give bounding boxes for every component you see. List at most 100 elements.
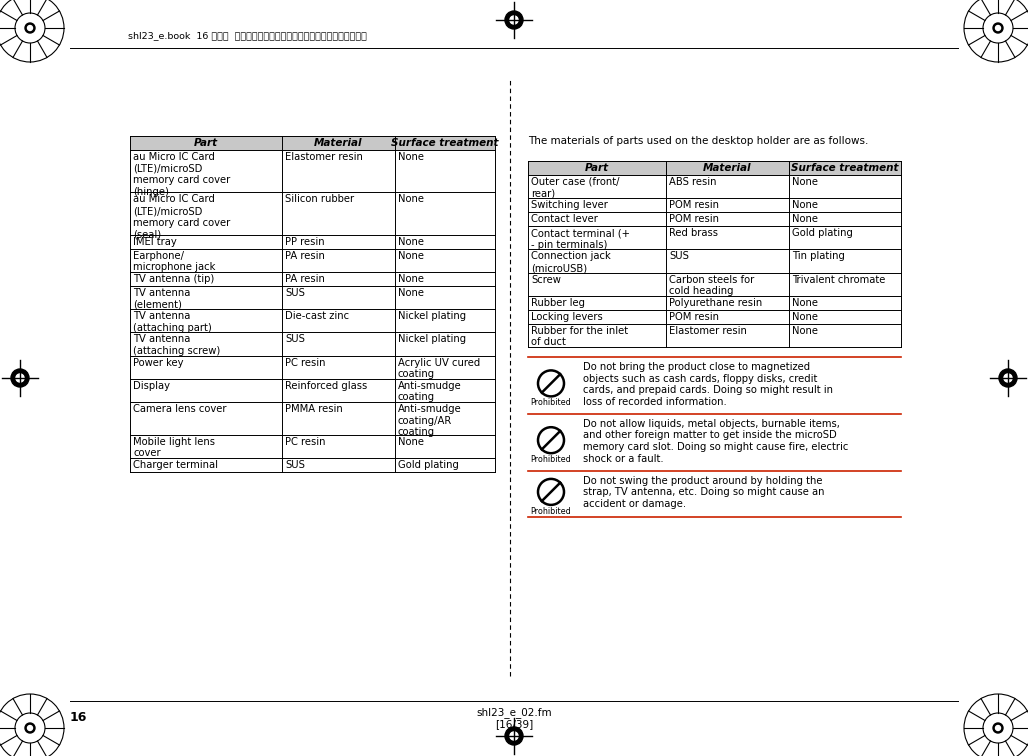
Text: Acrylic UV cured
coating: Acrylic UV cured coating	[398, 358, 480, 380]
Bar	[130, 150, 495, 192]
Circle shape	[993, 23, 1003, 33]
Circle shape	[16, 374, 24, 382]
Text: POM resin: POM resin	[669, 214, 719, 225]
Text: PA resin: PA resin	[285, 251, 325, 261]
Bar	[130, 286, 495, 309]
Text: Outer case (front/
rear): Outer case (front/ rear)	[531, 177, 620, 199]
Circle shape	[28, 26, 33, 30]
Bar	[130, 435, 495, 458]
Text: PC resin: PC resin	[285, 437, 326, 447]
Circle shape	[999, 369, 1017, 387]
Text: PC resin: PC resin	[285, 358, 326, 367]
Text: Earphone/
microphone jack: Earphone/ microphone jack	[133, 251, 216, 272]
Text: None: None	[792, 298, 818, 308]
Text: Rubber leg: Rubber leg	[531, 298, 585, 308]
Text: Red brass: Red brass	[669, 228, 718, 238]
Text: Surface treatment: Surface treatment	[792, 163, 898, 173]
Bar	[528, 310, 901, 324]
Text: Rubber for the inlet
of duct: Rubber for the inlet of duct	[531, 326, 628, 348]
Text: Material: Material	[315, 138, 363, 148]
Text: TV antenna (tip): TV antenna (tip)	[133, 274, 214, 284]
Text: None: None	[398, 194, 424, 204]
Text: SUS: SUS	[285, 288, 305, 298]
Text: Reinforced glass: Reinforced glass	[285, 381, 367, 391]
Circle shape	[1004, 374, 1012, 382]
Text: Do not bring the product close to magnetized
objects such as cash cards, floppy : Do not bring the product close to magnet…	[583, 362, 833, 407]
Text: Part: Part	[585, 163, 609, 173]
Bar	[130, 333, 495, 355]
Bar	[130, 192, 495, 235]
Bar	[130, 136, 495, 150]
Text: Silicon rubber: Silicon rubber	[285, 194, 354, 204]
Text: Contact lever: Contact lever	[531, 214, 598, 225]
Bar	[130, 235, 495, 249]
Bar	[528, 296, 901, 310]
Bar	[130, 309, 495, 333]
Bar	[130, 355, 495, 379]
Text: TV antenna
(attaching screw): TV antenna (attaching screw)	[133, 334, 220, 356]
Circle shape	[25, 23, 35, 33]
Circle shape	[25, 723, 35, 733]
Text: POM resin: POM resin	[669, 200, 719, 210]
Bar	[130, 249, 495, 272]
Text: Surface treatment: Surface treatment	[392, 138, 499, 148]
Text: TV antenna
(attaching part): TV antenna (attaching part)	[133, 311, 212, 333]
Circle shape	[510, 16, 518, 24]
Text: Locking levers: Locking levers	[531, 311, 602, 322]
Bar	[528, 175, 901, 198]
Text: None: None	[398, 152, 424, 162]
Text: None: None	[398, 437, 424, 447]
Text: None: None	[398, 237, 424, 246]
Text: PA resin: PA resin	[285, 274, 325, 284]
Text: Anti-smudge
coating: Anti-smudge coating	[398, 381, 462, 402]
Circle shape	[995, 726, 1000, 730]
Text: SUS: SUS	[285, 334, 305, 345]
Text: None: None	[792, 326, 818, 336]
Text: Nickel plating: Nickel plating	[398, 334, 466, 345]
Bar	[528, 249, 901, 273]
Circle shape	[505, 11, 523, 29]
Bar	[130, 379, 495, 402]
Text: Trivalent chromate: Trivalent chromate	[792, 274, 885, 284]
Bar	[130, 402, 495, 435]
Bar	[528, 212, 901, 226]
Text: Material: Material	[703, 163, 751, 173]
Text: Switching lever: Switching lever	[531, 200, 608, 210]
Text: Do not swing the product around by holding the
strap, TV antenna, etc. Doing so : Do not swing the product around by holdi…	[583, 476, 824, 509]
Text: Tin plating: Tin plating	[792, 252, 845, 262]
Text: PMMA resin: PMMA resin	[285, 404, 342, 414]
Text: ABS resin: ABS resin	[669, 177, 717, 187]
Text: Power key: Power key	[133, 358, 184, 367]
Text: Prohibited: Prohibited	[530, 507, 572, 516]
Text: au Micro IC Card
(LTE)/microSD
memory card cover
(seal): au Micro IC Card (LTE)/microSD memory ca…	[133, 194, 230, 239]
Circle shape	[505, 727, 523, 745]
Text: Contact terminal (+
- pin terminals): Contact terminal (+ - pin terminals)	[531, 228, 630, 249]
Text: PP resin: PP resin	[285, 237, 325, 246]
Bar	[528, 273, 901, 296]
Text: None: None	[792, 214, 818, 225]
Text: SUS: SUS	[285, 460, 305, 470]
Circle shape	[995, 26, 1000, 30]
Text: None: None	[792, 200, 818, 210]
Text: None: None	[398, 251, 424, 261]
Text: Gold plating: Gold plating	[398, 460, 458, 470]
Text: The materials of parts used on the desktop holder are as follows.: The materials of parts used on the deskt…	[528, 136, 869, 146]
Text: shl23_e_02.fm
[16/39]: shl23_e_02.fm [16/39]	[476, 707, 552, 730]
Text: Prohibited: Prohibited	[530, 455, 572, 464]
Bar	[130, 272, 495, 286]
Text: au Micro IC Card
(LTE)/microSD
memory card cover
(hinge): au Micro IC Card (LTE)/microSD memory ca…	[133, 152, 230, 197]
Text: None: None	[398, 274, 424, 284]
Circle shape	[11, 369, 29, 387]
Text: Die-cast zinc: Die-cast zinc	[285, 311, 350, 321]
Text: Mobile light lens
cover: Mobile light lens cover	[133, 437, 215, 458]
Text: Carbon steels for
cold heading: Carbon steels for cold heading	[669, 274, 755, 296]
Text: IMEI tray: IMEI tray	[133, 237, 177, 246]
Bar	[528, 226, 901, 249]
Text: Prohibited: Prohibited	[530, 398, 572, 407]
Text: Elastomer resin: Elastomer resin	[669, 326, 747, 336]
Circle shape	[28, 726, 33, 730]
Text: None: None	[792, 311, 818, 322]
Text: POM resin: POM resin	[669, 311, 719, 322]
Circle shape	[510, 732, 518, 740]
Bar	[528, 161, 901, 175]
